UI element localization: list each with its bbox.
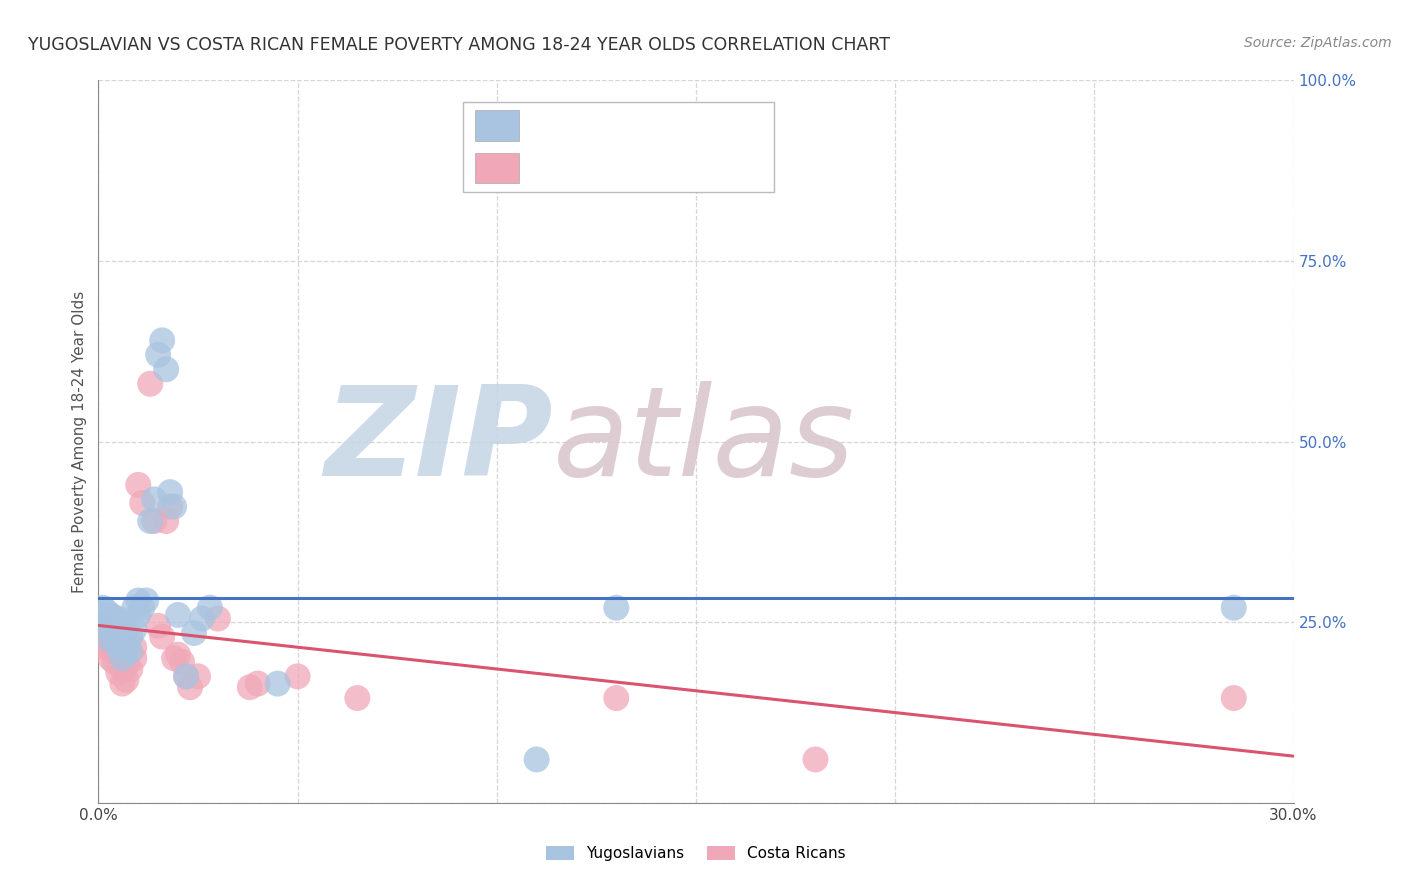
Point [91,619,114,633]
Point [605,600,627,615]
Point [191,611,214,625]
Point [127,593,149,607]
Text: ZIP: ZIP [323,381,553,502]
Point [174,669,197,683]
Point [107,640,129,655]
Point [103,644,125,658]
Point [111,637,134,651]
Point [131,600,153,615]
Point [127,478,149,492]
Point [115,623,138,637]
Point [148,619,170,633]
Point [115,644,138,658]
Point [605,691,627,706]
Point [239,680,262,694]
Point [346,691,368,706]
Point [150,334,173,348]
Point [124,640,146,655]
Point [96,611,118,625]
Point [91,607,114,622]
Point [127,607,149,622]
Point [124,600,146,615]
Point [98,651,122,665]
Point [91,633,114,648]
Point [804,752,827,766]
Point [167,648,190,662]
Point [124,623,146,637]
Point [111,662,134,676]
Point [159,485,181,500]
Point [135,593,157,607]
Point [267,676,290,690]
Point [174,669,197,683]
Point [187,669,209,683]
Point [98,640,122,655]
Point [120,630,142,644]
Point [1223,691,1246,706]
Point [107,651,129,665]
Point [143,492,166,507]
Point [155,362,177,376]
Point [163,651,186,665]
Point [98,633,122,648]
Point [139,376,162,391]
Point [107,626,129,640]
Y-axis label: Female Poverty Among 18-24 Year Olds: Female Poverty Among 18-24 Year Olds [72,291,87,592]
Point [120,644,142,658]
Point [1223,600,1246,615]
Point [139,514,162,528]
Point [287,669,309,683]
Point [103,630,125,644]
Point [172,655,194,669]
Point [115,673,138,687]
Point [115,658,138,673]
Point [107,665,129,680]
Text: Source: ZipAtlas.com: Source: ZipAtlas.com [1244,36,1392,50]
Text: atlas: atlas [553,381,855,502]
Point [103,611,125,625]
Point [111,651,134,665]
Point [183,626,205,640]
Point [96,619,118,633]
Point [111,676,134,690]
Point [526,752,548,766]
Point [131,496,153,510]
Point [148,348,170,362]
Point [91,600,114,615]
Point [96,640,118,655]
Text: YUGOSLAVIAN VS COSTA RICAN FEMALE POVERTY AMONG 18-24 YEAR OLDS CORRELATION CHAR: YUGOSLAVIAN VS COSTA RICAN FEMALE POVERT… [28,36,890,54]
Point [167,607,190,622]
Point [96,604,118,618]
Legend: Yugoslavians, Costa Ricans: Yugoslavians, Costa Ricans [540,840,852,867]
Point [96,630,118,644]
Point [124,651,146,665]
Point [198,600,221,615]
Point [179,680,201,694]
Point [98,619,122,633]
Point [159,500,181,514]
Point [103,655,125,669]
Point [155,514,177,528]
Point [150,630,173,644]
Point [143,514,166,528]
Point [98,607,122,622]
Point [246,676,269,690]
Point [120,662,142,676]
Point [163,500,186,514]
Point [107,611,129,625]
Point [207,611,229,625]
